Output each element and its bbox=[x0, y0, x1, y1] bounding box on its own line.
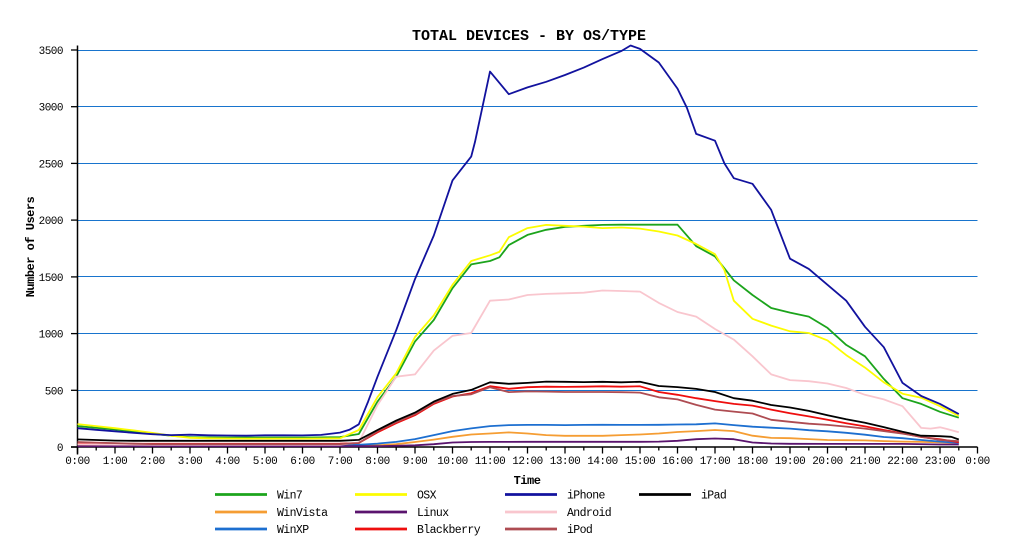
svg-text:2:00: 2:00 bbox=[140, 456, 164, 468]
svg-text:7:00: 7:00 bbox=[328, 456, 352, 468]
svg-text:22:00: 22:00 bbox=[887, 456, 918, 468]
svg-text:18:00: 18:00 bbox=[737, 456, 768, 468]
svg-text:19:00: 19:00 bbox=[775, 456, 806, 468]
svg-text:iPhone: iPhone bbox=[567, 490, 606, 503]
svg-text:5:00: 5:00 bbox=[253, 456, 277, 468]
svg-text:Blackberry: Blackberry bbox=[417, 524, 481, 537]
svg-text:23:00: 23:00 bbox=[925, 456, 956, 468]
svg-text:8:00: 8:00 bbox=[365, 456, 389, 468]
svg-text:TOTAL DEVICES - BY OS/TYPE: TOTAL DEVICES - BY OS/TYPE bbox=[412, 28, 646, 45]
svg-text:10:00: 10:00 bbox=[437, 456, 468, 468]
svg-text:3500: 3500 bbox=[39, 46, 63, 58]
svg-text:Win7: Win7 bbox=[277, 490, 302, 503]
svg-text:0:00: 0:00 bbox=[965, 456, 989, 468]
svg-text:21:00: 21:00 bbox=[850, 456, 881, 468]
svg-text:4:00: 4:00 bbox=[215, 456, 239, 468]
svg-text:1500: 1500 bbox=[39, 273, 63, 285]
svg-text:500: 500 bbox=[45, 386, 63, 398]
svg-text:11:00: 11:00 bbox=[475, 456, 506, 468]
svg-text:WinVista: WinVista bbox=[277, 507, 328, 520]
svg-text:14:00: 14:00 bbox=[587, 456, 618, 468]
svg-text:iPod: iPod bbox=[567, 524, 592, 537]
svg-text:WinXP: WinXP bbox=[277, 524, 309, 537]
svg-text:Android: Android bbox=[567, 507, 611, 520]
svg-text:0:00: 0:00 bbox=[65, 456, 89, 468]
svg-text:2000: 2000 bbox=[39, 216, 63, 228]
svg-text:12:00: 12:00 bbox=[512, 456, 543, 468]
svg-text:Number of Users: Number of Users bbox=[24, 196, 38, 297]
svg-text:Time: Time bbox=[514, 474, 541, 488]
svg-text:6:00: 6:00 bbox=[290, 456, 314, 468]
svg-text:3000: 3000 bbox=[39, 103, 63, 115]
svg-text:17:00: 17:00 bbox=[700, 456, 731, 468]
svg-text:2500: 2500 bbox=[39, 159, 63, 171]
svg-text:3:00: 3:00 bbox=[178, 456, 202, 468]
svg-text:iPad: iPad bbox=[701, 490, 726, 503]
svg-text:Linux: Linux bbox=[417, 507, 449, 520]
svg-text:9:00: 9:00 bbox=[403, 456, 427, 468]
svg-text:1000: 1000 bbox=[39, 330, 63, 342]
svg-text:13:00: 13:00 bbox=[550, 456, 581, 468]
svg-text:16:00: 16:00 bbox=[662, 456, 693, 468]
svg-text:15:00: 15:00 bbox=[625, 456, 656, 468]
svg-text:1:00: 1:00 bbox=[103, 456, 127, 468]
svg-text:0: 0 bbox=[57, 443, 63, 455]
svg-text:20:00: 20:00 bbox=[812, 456, 843, 468]
svg-text:OSX: OSX bbox=[417, 490, 437, 503]
